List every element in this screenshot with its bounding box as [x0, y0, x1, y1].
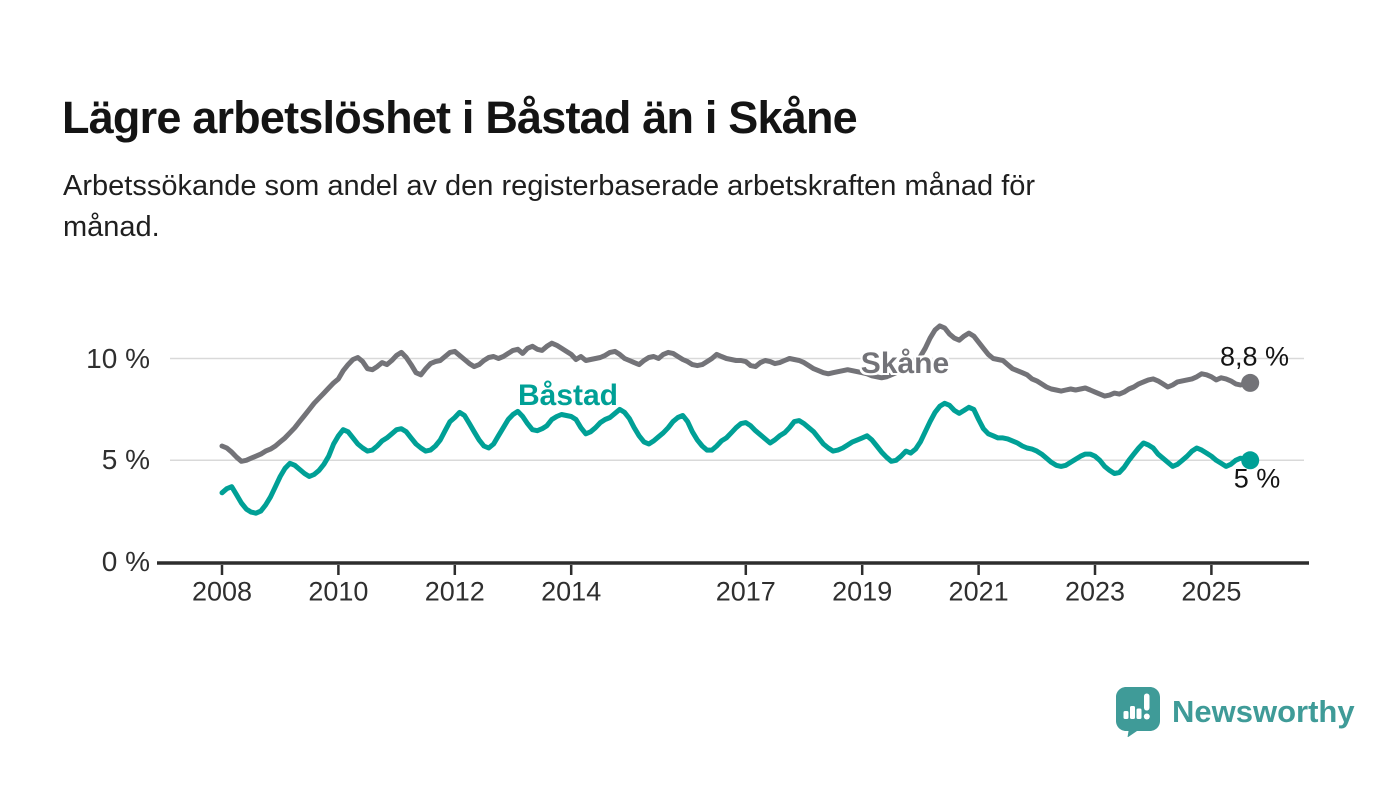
x-axis-label-2025: 2025: [1181, 576, 1242, 607]
y-axis-label-0: 0 %: [101, 546, 150, 577]
x-axis-label-2008: 2008: [191, 576, 253, 607]
y-axis-label-5: 5 %: [101, 444, 150, 476]
x-axis-label-2014: 2014: [541, 576, 602, 607]
x-axis-label-2021: 2021: [948, 576, 1009, 607]
series-label-båstad: Båstad: [517, 379, 619, 412]
logo-exclamation-bar: [1144, 693, 1150, 711]
logo-exclamation-dot: [1143, 713, 1150, 720]
x-axis-label-2019: 2019: [832, 576, 893, 607]
series-label-skåne: Skåne: [860, 347, 950, 380]
newsworthy-logo-icon: [1116, 687, 1160, 737]
logo-bar-1: [1123, 711, 1129, 719]
series-line-båstad: [219, 400, 1253, 516]
logo-bar-2: [1130, 706, 1135, 719]
series-end-dot-båstad: [1241, 451, 1260, 470]
series-line-skåne: [219, 323, 1253, 464]
subtitle-line-2: månad.: [63, 211, 160, 243]
x-axis-label-2017: 2017: [715, 576, 776, 607]
x-axis-label-2010: 2010: [308, 576, 369, 607]
end-value-label-skåne: 8,8 %: [1219, 341, 1289, 372]
subtitle-line-1: Arbetssökande som andel av den registerb…: [63, 170, 1036, 202]
page-title: Lägre arbetslöshet i Båstad än i Skåne: [62, 92, 858, 144]
y-axis-label-10: 10 %: [86, 342, 150, 374]
x-axis-label-2012: 2012: [424, 576, 485, 607]
logo-bar-3: [1136, 708, 1142, 719]
x-axis-label-2023: 2023: [1064, 576, 1126, 607]
series-end-dot-skåne: [1241, 373, 1260, 392]
brand-name: Newsworthy: [1172, 694, 1355, 729]
brand-footer: Newsworthy: [1116, 687, 1355, 737]
end-value-label-båstad: 5 %: [1233, 463, 1281, 494]
page-subtitle: Arbetssökande som andel av den registerb…: [63, 166, 1035, 248]
